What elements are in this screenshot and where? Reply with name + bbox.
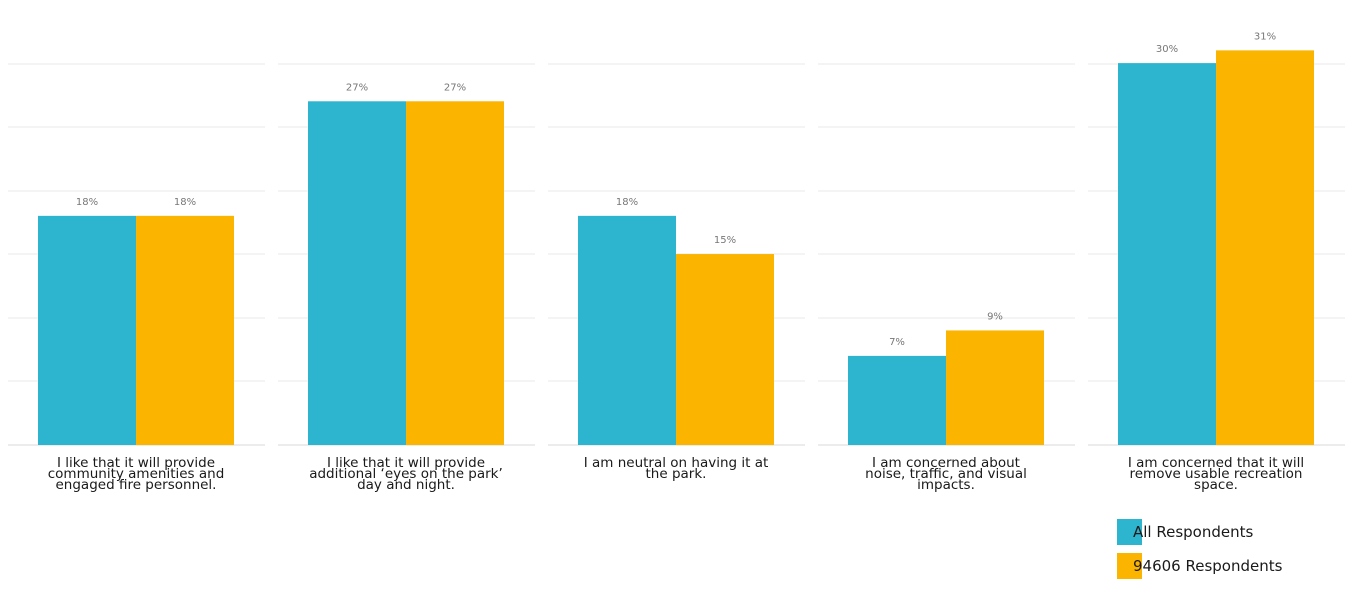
data-label: 18% [174, 197, 196, 208]
data-label: 18% [616, 197, 638, 208]
category-label: community amenities and [48, 466, 225, 482]
category-label: I like that it will provide [327, 455, 485, 471]
category-label: day and night. [357, 477, 455, 493]
category-label: impacts. [917, 477, 975, 493]
bar-94606-respondents-1 [136, 215, 234, 445]
legend-swatch [1117, 519, 1142, 545]
category-label: I am concerned that it will [1128, 455, 1304, 471]
legend-label: 94606 Respondents [1133, 557, 1283, 575]
bar-all-respondents-5 [1118, 63, 1216, 445]
data-label: 30% [1156, 44, 1178, 55]
bar-94606-respondents-2 [406, 101, 504, 445]
bar-all-respondents-4 [848, 355, 946, 445]
category-label: engaged fire personnel. [56, 477, 217, 493]
data-labels: 18% 27% 18% 7% 30% 18% 27% 15% 9% 31% [76, 31, 1276, 348]
data-label: 27% [444, 82, 466, 93]
legend-swatch [1117, 553, 1142, 579]
category-label: noise, traffic, and visual [865, 466, 1027, 482]
bar-94606-respondents-4 [946, 330, 1044, 445]
bar-all-respondents-1 [38, 215, 136, 445]
category-label: I am concerned about [872, 455, 1020, 471]
bar-all-respondents-2 [308, 101, 406, 445]
bar-94606-respondents-5 [1216, 50, 1314, 446]
bar-94606-respondents-3 [676, 254, 774, 445]
data-label: 15% [714, 235, 736, 246]
data-label: 27% [346, 82, 368, 93]
category-label: space. [1194, 477, 1238, 493]
bars [38, 50, 1314, 446]
data-label: 31% [1254, 31, 1276, 42]
category-label: additional ‘eyes on the park’ [309, 466, 503, 482]
category-label: remove usable recreation [1129, 466, 1302, 482]
data-label: 7% [889, 337, 905, 348]
bar-all-respondents-3 [578, 215, 676, 445]
legend: All Respondents 94606 Respondents [1117, 519, 1283, 579]
legend-label: All Respondents [1133, 523, 1254, 541]
data-label: 18% [76, 197, 98, 208]
category-label: the park. [646, 466, 707, 482]
data-label: 9% [987, 311, 1003, 322]
category-label: I am neutral on having it at [584, 455, 769, 471]
category-label: I like that it will provide [57, 455, 215, 471]
